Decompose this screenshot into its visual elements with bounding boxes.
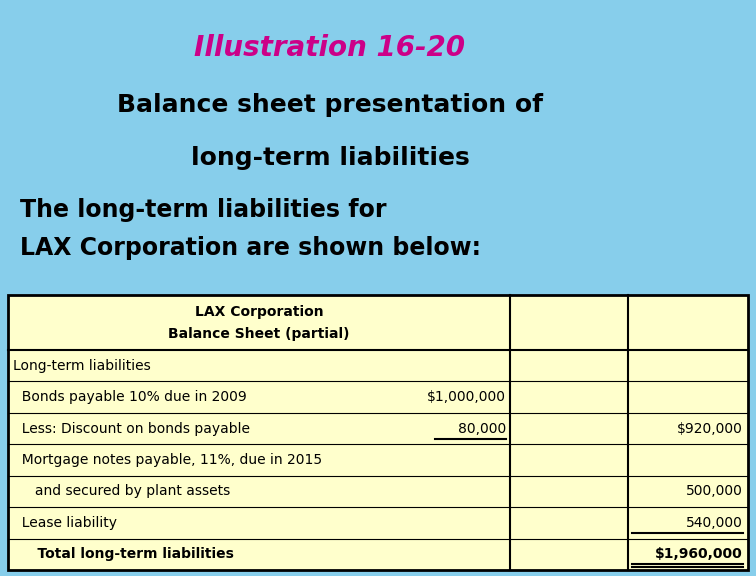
Text: 500,000: 500,000: [686, 484, 743, 498]
Text: $1,000,000: $1,000,000: [427, 390, 506, 404]
Text: Long-term liabilities: Long-term liabilities: [13, 359, 150, 373]
Text: Mortgage notes payable, 11%, due in 2015: Mortgage notes payable, 11%, due in 2015: [13, 453, 322, 467]
FancyBboxPatch shape: [73, 376, 603, 558]
Text: and secured by plant assets: and secured by plant assets: [13, 484, 231, 498]
Text: 540,000: 540,000: [686, 516, 743, 530]
FancyBboxPatch shape: [8, 295, 748, 570]
Text: LAX Corporation are shown below:: LAX Corporation are shown below:: [20, 236, 481, 260]
Text: Balance Sheet (partial): Balance Sheet (partial): [169, 327, 350, 341]
Text: The long-term liabilities for: The long-term liabilities for: [20, 198, 386, 222]
FancyBboxPatch shape: [65, 384, 595, 566]
Text: Illustration 16-20: Illustration 16-20: [194, 34, 466, 62]
Text: Less: Discount on bonds payable: Less: Discount on bonds payable: [13, 422, 250, 435]
Text: $1,960,000: $1,960,000: [655, 547, 743, 561]
Text: Total long-term liabilities: Total long-term liabilities: [13, 547, 234, 561]
Text: 80,000: 80,000: [457, 422, 506, 435]
Text: Balance sheet presentation of: Balance sheet presentation of: [117, 93, 543, 117]
Text: long-term liabilities: long-term liabilities: [191, 146, 469, 170]
Text: Bonds payable 10% due in 2009: Bonds payable 10% due in 2009: [13, 390, 246, 404]
Text: Lease liability: Lease liability: [13, 516, 117, 530]
Text: LAX Corporation: LAX Corporation: [195, 305, 324, 319]
Text: $920,000: $920,000: [677, 422, 743, 435]
